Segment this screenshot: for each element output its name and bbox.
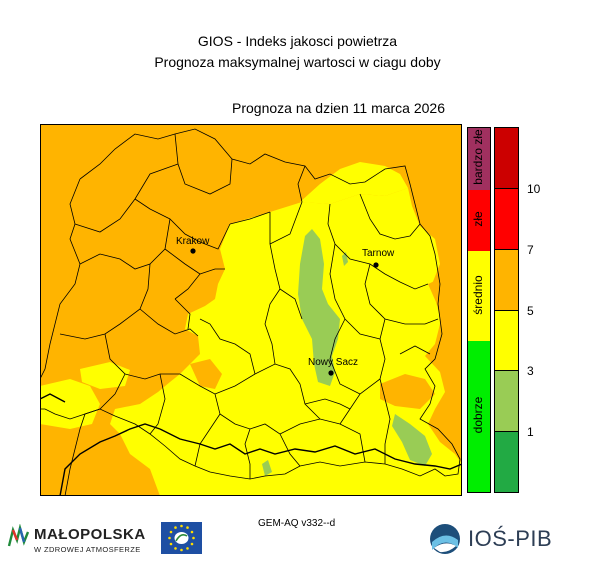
country-border <box>40 393 462 496</box>
malopolska-logo: MAŁOPOLSKA W ZDROWEJ ATMOSFERZE <box>6 522 156 558</box>
scale-band-7-10 <box>495 189 518 250</box>
tarnow-label: Tarnow <box>362 248 395 259</box>
orange-patch-south <box>190 359 222 389</box>
ios-pib-emblem-icon <box>430 524 460 554</box>
krakow-label: Krakow <box>176 236 210 247</box>
region-borders <box>40 128 461 496</box>
malopolska-emblem-icon <box>7 524 30 547</box>
category-medium <box>468 251 490 341</box>
malopolska-wordmark: MAŁOPOLSKA <box>34 526 146 543</box>
category-label-bad: złe <box>471 211 485 227</box>
scale-tick: 7 <box>527 243 534 257</box>
scale-tick: 5 <box>527 304 534 318</box>
krakow-marker <box>190 248 196 254</box>
forecast-map: Krakow Tarnow Nowy Sacz <box>40 124 462 496</box>
green-area-south <box>392 414 432 466</box>
ios-pib-logo: IOŚ-PIB <box>428 520 568 560</box>
city-markers: Krakow Tarnow Nowy Sacz <box>176 236 395 376</box>
yellow-region-west-2 <box>80 362 130 389</box>
green-area-west <box>262 460 272 476</box>
category-very-bad <box>468 128 490 190</box>
scale-band-0-1 <box>495 432 518 492</box>
eu-stars-icon <box>168 524 195 552</box>
category-bad <box>468 190 490 251</box>
scale-band-5-7 <box>495 250 518 311</box>
scale-band-3-5 <box>495 311 518 371</box>
category-label-good: dobrze <box>471 396 485 434</box>
orange-patch-southeast <box>380 374 435 409</box>
value-scale <box>494 127 519 493</box>
scale-band-1-3 <box>495 371 518 432</box>
ios-pib-wordmark: IOŚ-PIB <box>468 526 553 551</box>
yellow-region-north <box>300 162 408 204</box>
category-legend <box>467 127 491 493</box>
eu-life-logo <box>161 522 202 554</box>
map-frame <box>40 124 462 496</box>
forecast-date: Prognoza na dzien 11 marca 2026 <box>232 100 445 116</box>
model-version-label: GEM-AQ v332--d <box>258 518 336 529</box>
orange-patch-east <box>428 274 462 364</box>
scale-tick: 3 <box>527 364 534 378</box>
yellow-region-west <box>40 379 100 429</box>
malopolska-tagline: W ZDROWEJ ATMOSFERZE <box>34 545 141 554</box>
category-label-very-bad: bardzo złe <box>471 129 485 185</box>
green-area-main <box>298 229 340 386</box>
category-good <box>468 341 490 492</box>
map-subtitle: Prognoza maksymalnej wartosci w ciagu do… <box>154 54 441 70</box>
map-title: GIOS - Indeks jakosci powietrza <box>197 33 398 49</box>
category-label-medium: średnio <box>471 275 485 315</box>
nowy-sacz-marker <box>328 370 334 376</box>
scale-band-10plus <box>495 128 518 189</box>
scale-tick: 10 <box>527 182 541 196</box>
scale-tick: 1 <box>527 425 534 439</box>
tarnow-marker <box>373 262 379 268</box>
nowy-sacz-label: Nowy Sacz <box>308 357 358 368</box>
